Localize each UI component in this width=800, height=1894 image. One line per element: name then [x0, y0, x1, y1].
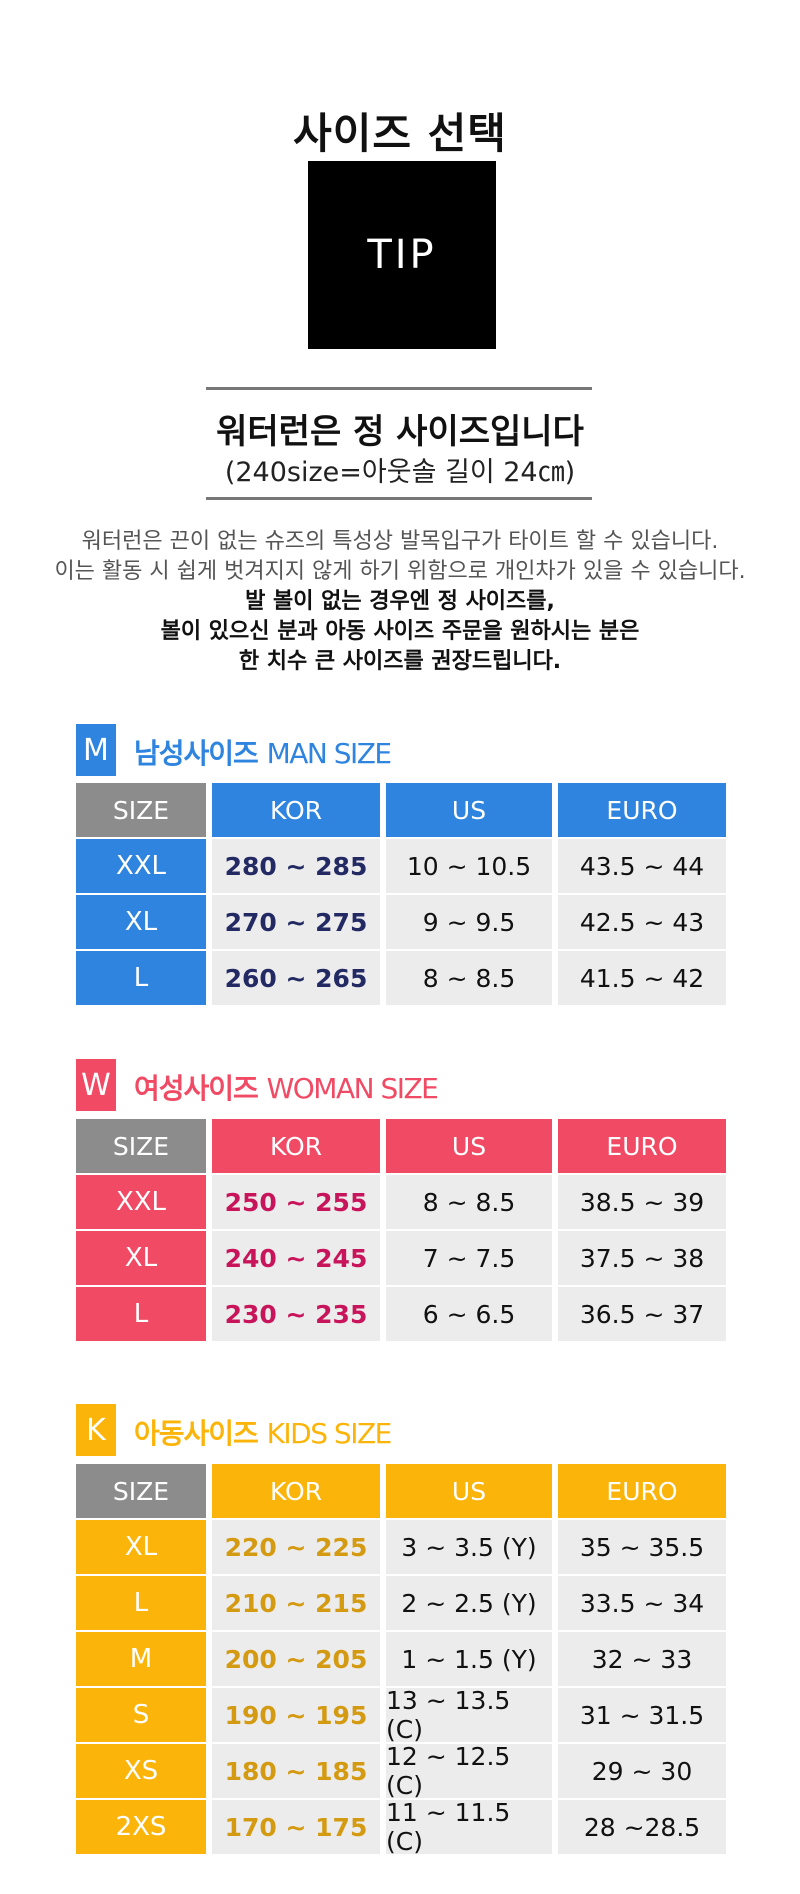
table-cell-size: XXL — [76, 1175, 206, 1229]
table-cell-us: 13 ~ 13.5 (C) — [386, 1686, 552, 1744]
table-cell-size: M — [76, 1632, 206, 1686]
table-cell-size: XL — [76, 895, 206, 949]
table-cell-euro: 28 ~28.5 — [558, 1800, 726, 1854]
table-cell-euro: 41.5 ~ 42 — [558, 951, 726, 1005]
table-cell-us: 11 ~ 11.5 (C) — [386, 1798, 552, 1856]
table-cell-us: 3 ~ 3.5 (Y) — [386, 1520, 552, 1574]
table-cell-size: XS — [76, 1744, 206, 1798]
divider-top — [206, 387, 592, 390]
table-header-size: SIZE — [76, 1464, 206, 1518]
table-cell-size: XXL — [76, 839, 206, 893]
table-cell-size: XL — [76, 1520, 206, 1574]
table-cell-euro: 31 ~ 31.5 — [558, 1688, 726, 1742]
table-header-size: SIZE — [76, 1119, 206, 1173]
table-header-kor: KOR — [212, 783, 380, 837]
table-header-kor: KOR — [212, 1119, 380, 1173]
table-cell-size: XL — [76, 1231, 206, 1285]
table-cell-euro: 43.5 ~ 44 — [558, 839, 726, 893]
table-cell-us: 6 ~ 6.5 — [386, 1287, 552, 1341]
table-header-us: US — [386, 1119, 552, 1173]
notice-line-bold: 한 치수 큰 사이즈를 권장드립니다. — [238, 649, 562, 674]
table-cell-kor: 190 ~ 195 — [212, 1688, 380, 1742]
notice-line: 이는 활동 시 쉽게 벗겨지지 않게 하기 위함으로 개인차가 있을 수 있습니… — [54, 559, 746, 584]
table-cell-kor: 250 ~ 255 — [212, 1175, 380, 1229]
section-title-en: WOMAN SIZE — [266, 1072, 439, 1105]
table-header-kor: KOR — [212, 1464, 380, 1518]
table-cell-us: 7 ~ 7.5 — [386, 1231, 552, 1285]
table-header-euro: EURO — [558, 783, 726, 837]
table-header-us: US — [386, 783, 552, 837]
table-header-euro: EURO — [558, 1464, 726, 1518]
table-cell-size: L — [76, 951, 206, 1005]
page-title: 사이즈 선택 — [293, 109, 507, 158]
table-cell-size: 2XS — [76, 1800, 206, 1854]
table-cell-us: 10 ~ 10.5 — [386, 839, 552, 893]
section-title-man: 남성사이즈 MAN SIZE — [134, 732, 393, 772]
table-cell-kor: 180 ~ 185 — [212, 1744, 380, 1798]
tip-box: TIP — [308, 161, 496, 349]
section-title-ko: 아동사이즈 — [134, 1417, 259, 1450]
section-title-woman: 여성사이즈 WOMAN SIZE — [134, 1067, 439, 1107]
notice-subheading: (240size=아웃솔 길이 24㎝) — [224, 457, 576, 488]
notice-heading: 워터런은 정 사이즈입니다 — [216, 412, 584, 452]
table-header-size: SIZE — [76, 783, 206, 837]
table-cell-us: 2 ~ 2.5 (Y) — [386, 1576, 552, 1630]
table-cell-euro: 35 ~ 35.5 — [558, 1520, 726, 1574]
tip-label: TIP — [367, 232, 437, 278]
table-cell-kor: 240 ~ 245 — [212, 1231, 380, 1285]
section-title-ko: 남성사이즈 — [134, 737, 259, 770]
table-cell-size: L — [76, 1576, 206, 1630]
table-cell-kor: 280 ~ 285 — [212, 839, 380, 893]
table-cell-euro: 42.5 ~ 43 — [558, 895, 726, 949]
section-title-en: KIDS SIZE — [266, 1417, 393, 1450]
table-cell-kor: 200 ~ 205 — [212, 1632, 380, 1686]
section-badge-woman: W — [76, 1059, 116, 1111]
section-badge-man: M — [76, 724, 116, 776]
section-title-kids: 아동사이즈 KIDS SIZE — [134, 1412, 393, 1452]
table-cell-us: 12 ~ 12.5 (C) — [386, 1742, 552, 1800]
section-title-ko: 여성사이즈 — [134, 1072, 259, 1105]
notice-text: 워터런은 끈이 없는 슈즈의 특성상 발목입구가 타이트 할 수 있습니다. 이… — [0, 527, 800, 677]
table-header-us: US — [386, 1464, 552, 1518]
divider-bottom — [206, 497, 592, 500]
table-cell-kor: 210 ~ 215 — [212, 1576, 380, 1630]
table-header-euro: EURO — [558, 1119, 726, 1173]
notice-line: 워터런은 끈이 없는 슈즈의 특성상 발목입구가 타이트 할 수 있습니다. — [81, 529, 719, 554]
table-cell-kor: 170 ~ 175 — [212, 1800, 380, 1854]
table-cell-euro: 38.5 ~ 39 — [558, 1175, 726, 1229]
table-cell-euro: 29 ~ 30 — [558, 1744, 726, 1798]
table-cell-us: 8 ~ 8.5 — [386, 1175, 552, 1229]
section-title-en: MAN SIZE — [266, 737, 393, 770]
table-cell-us: 1 ~ 1.5 (Y) — [386, 1632, 552, 1686]
table-cell-kor: 260 ~ 265 — [212, 951, 380, 1005]
table-cell-kor: 220 ~ 225 — [212, 1520, 380, 1574]
table-cell-size: S — [76, 1688, 206, 1742]
notice-line-bold: 발 볼이 없는 경우엔 정 사이즈를, — [245, 589, 555, 614]
table-cell-us: 9 ~ 9.5 — [386, 895, 552, 949]
table-cell-kor: 270 ~ 275 — [212, 895, 380, 949]
notice-line-bold: 볼이 있으신 분과 아동 사이즈 주문을 원하시는 분은 — [160, 619, 640, 644]
table-cell-euro: 33.5 ~ 34 — [558, 1576, 726, 1630]
table-cell-euro: 32 ~ 33 — [558, 1632, 726, 1686]
table-cell-kor: 230 ~ 235 — [212, 1287, 380, 1341]
table-cell-size: L — [76, 1287, 206, 1341]
table-cell-us: 8 ~ 8.5 — [386, 951, 552, 1005]
table-cell-euro: 36.5 ~ 37 — [558, 1287, 726, 1341]
section-badge-kids: K — [76, 1404, 116, 1456]
table-cell-euro: 37.5 ~ 38 — [558, 1231, 726, 1285]
